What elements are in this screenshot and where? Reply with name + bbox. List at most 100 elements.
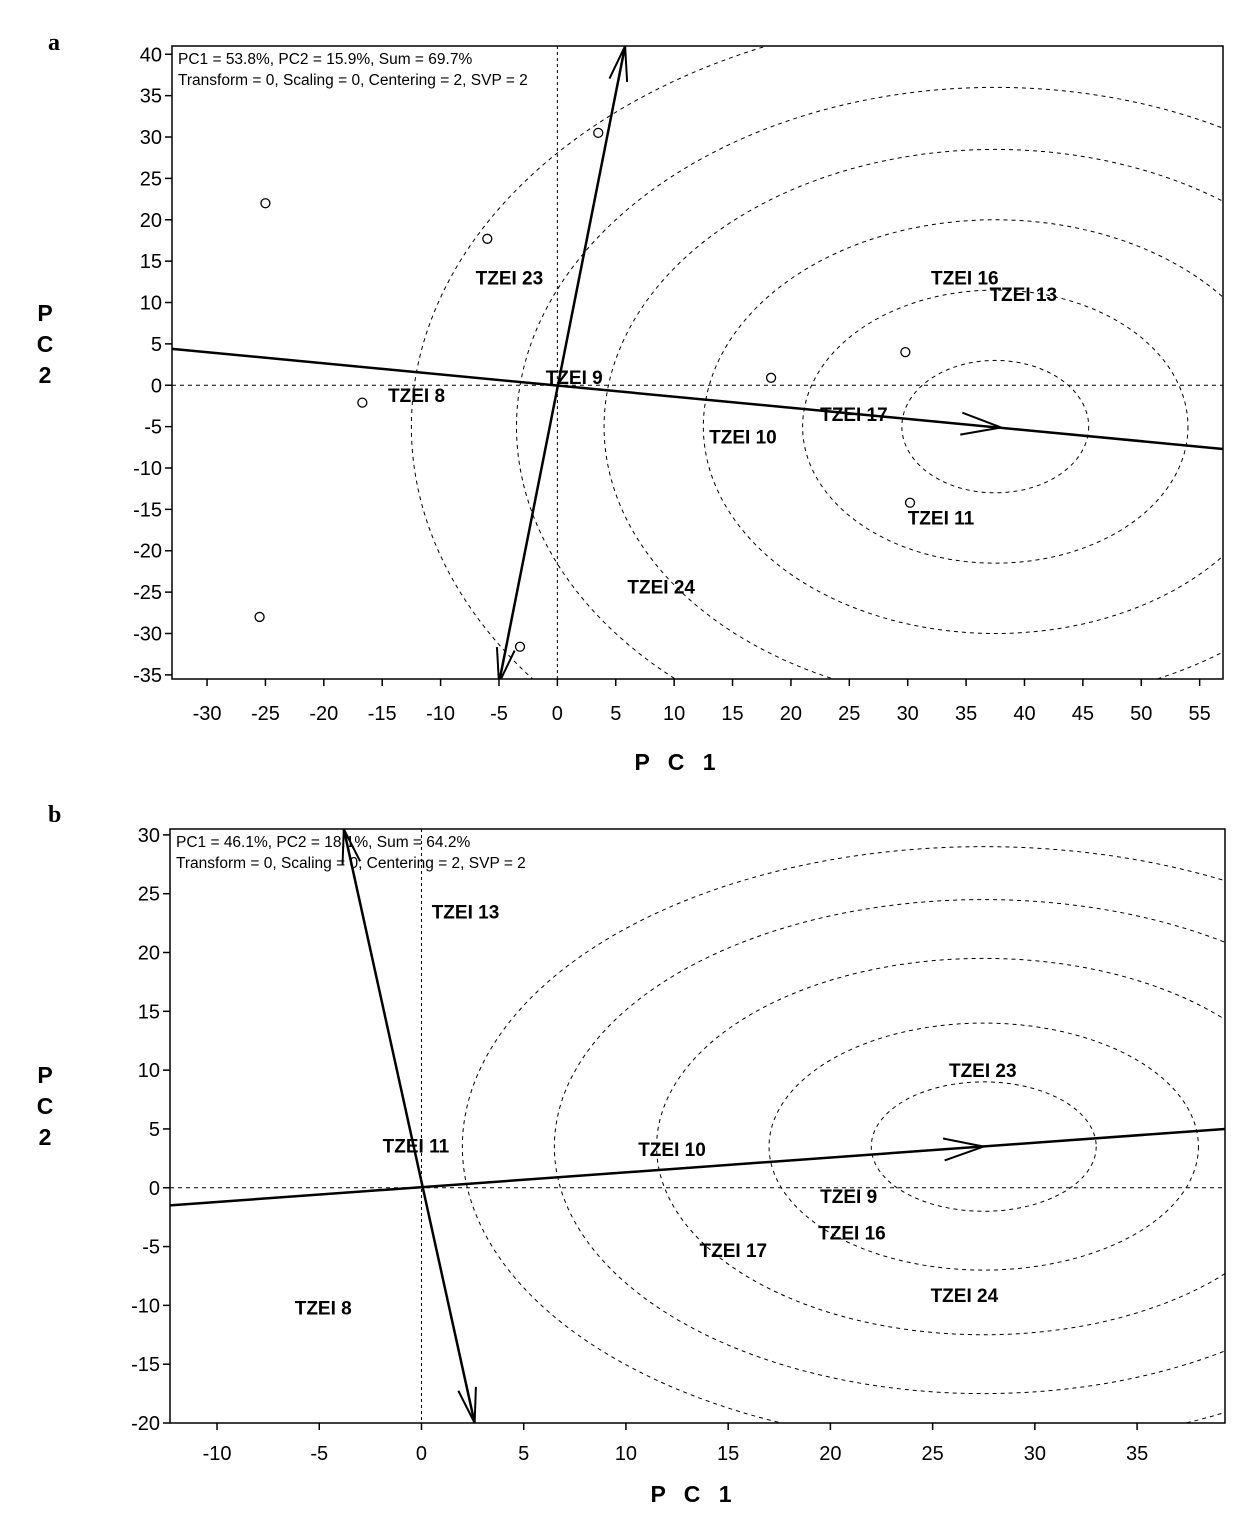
biplot-panel-b: b -20 -15 -10 -5 0 5 10 15 20 25 30 -10 -5 0 5 10 15 20 25 3… [37, 802, 1226, 1507]
environment-marker [482, 233, 493, 244]
settings-info-line: Transform = 0, Scaling = 0, Centering = … [178, 72, 528, 89]
genotype-label: TZEI 11 [908, 509, 975, 530]
variance-info-line: PC1 = 53.8%, PC2 = 15.9%, Sum = 69.7% [178, 51, 472, 68]
concentric-circle [411, 46, 1223, 679]
x-tick-label: 50 [1130, 703, 1152, 725]
genotype-label: TZEI 8 [388, 386, 445, 407]
environment-marker [900, 347, 911, 358]
concentric-circle [901, 359, 1090, 494]
average-environment-axis [172, 347, 1223, 451]
y-tick-label: 35 [140, 86, 162, 108]
y-tick-label: -15 [133, 499, 162, 521]
x-tick-label: 20 [819, 1443, 841, 1465]
concentric-circle [702, 219, 1223, 634]
ordinate-arrowhead [495, 646, 516, 679]
genotype-label: TZEI 13 [989, 285, 1057, 306]
environment-marker [254, 611, 265, 623]
environment-marker [593, 127, 604, 139]
y-tick-label: -20 [131, 1413, 160, 1435]
x-tick-label: 20 [780, 703, 802, 725]
x-tick-label: 10 [663, 703, 685, 725]
x-tick-label: -10 [426, 703, 455, 725]
concentric-circle [554, 899, 1225, 1395]
genotype-label: TZEI 17 [700, 1241, 768, 1262]
genotype-label: TZEI 8 [295, 1299, 352, 1320]
x-tick-label: 25 [922, 1443, 944, 1465]
x-tick-label: 5 [610, 703, 621, 725]
y-tick-label: 40 [140, 44, 162, 66]
aec-arrowhead [942, 1137, 988, 1162]
y-tick-label: 25 [140, 168, 162, 190]
genotype-label: TZEI 24 [627, 577, 695, 598]
environment-marker [514, 641, 526, 652]
concentric-circle [802, 289, 1189, 564]
concentric-circle [462, 846, 1225, 1423]
environment-marker [357, 397, 368, 408]
y-tick-label: 20 [140, 210, 162, 232]
x-tick-label: 30 [897, 703, 919, 725]
genotype-label: TZEI 9 [820, 1187, 877, 1208]
x-tick-label: 25 [838, 703, 860, 725]
y-tick-label: 5 [149, 1119, 160, 1141]
panel-letter: a [48, 30, 60, 56]
y-tick-label: -25 [133, 582, 162, 604]
y-tick-label: 0 [149, 1178, 160, 1200]
genotype-label: TZEI 10 [709, 428, 777, 449]
y-tick-label: 0 [151, 375, 162, 397]
x-tick-label: -20 [309, 703, 338, 725]
x-axis-title: P C 1 [650, 1481, 737, 1507]
concentric-circle [768, 1022, 1199, 1271]
y-tick-label: 30 [138, 825, 160, 847]
genotype-label: TZEI 24 [931, 1286, 999, 1307]
genotype-label: TZEI 16 [931, 269, 999, 290]
ordinate-arrowhead [608, 46, 629, 83]
y-tick-label: -10 [133, 458, 162, 480]
y-tick-label: 25 [138, 884, 160, 906]
x-tick-label: 30 [1024, 1443, 1046, 1465]
environment-marker [260, 198, 271, 209]
y-tick-label: 15 [140, 251, 162, 273]
x-tick-label: 35 [1126, 1443, 1148, 1465]
y-tick-label: 20 [138, 943, 160, 965]
plot-area: TZEI 13 TZEI 23 TZEI 11 TZEI 10 TZEI 9 TZEI 1… [170, 829, 1225, 1423]
genotype-label: TZEI 10 [638, 1140, 706, 1161]
x-tick-label: -15 [368, 703, 397, 725]
x-tick-label: 0 [416, 1443, 427, 1465]
aec-arrowhead [960, 411, 1005, 436]
y-tick-label: -20 [133, 541, 162, 563]
x-axis-title: P C 1 [634, 749, 721, 775]
y-tick-label: -30 [133, 623, 162, 645]
aec-ordinate-axis [498, 46, 627, 679]
concentric-circle [656, 957, 1225, 1336]
x-tick-label: 5 [518, 1443, 529, 1465]
x-tick-label: 10 [615, 1443, 637, 1465]
x-tick-label: 0 [552, 703, 563, 725]
plot-frame [171, 45, 1224, 680]
biplot-panel-a: a -35 -30 -25 -20 -15 -10 -5 0 5 10 15 20 25 30 35 40 -30… [37, 30, 1224, 775]
x-tick-label: 15 [721, 703, 743, 725]
panel-letter: b [48, 802, 61, 828]
x-tick-label: -10 [203, 1443, 232, 1465]
settings-info-line: Transform = 0, Scaling = 0, Centering = … [176, 855, 526, 872]
y-tick-label: 30 [140, 127, 162, 149]
ordinate-arrowhead [457, 1386, 477, 1423]
environment-marker [904, 497, 916, 508]
genotype-label: TZEI 23 [949, 1061, 1017, 1082]
genotype-label: TZEI 9 [546, 368, 603, 389]
x-tick-label: 55 [1189, 703, 1211, 725]
genotype-label: TZEI 17 [820, 405, 888, 426]
x-tick-label: -30 [193, 703, 222, 725]
x-tick-label: 15 [717, 1443, 739, 1465]
variance-info-line: PC1 = 46.1%, PC2 = 18.1%, Sum = 64.2% [176, 834, 470, 851]
y-tick-label: 5 [151, 334, 162, 356]
genotype-label: TZEI 11 [383, 1136, 450, 1157]
genotype-label: TZEI 16 [818, 1223, 886, 1244]
aec-ordinate-axis [342, 829, 476, 1423]
x-tick-label: -25 [251, 703, 280, 725]
y-tick-label: -10 [131, 1295, 160, 1317]
y-tick-label: -5 [142, 1237, 160, 1259]
genotype-label: TZEI 23 [476, 269, 544, 290]
concentric-circle [516, 86, 1223, 679]
